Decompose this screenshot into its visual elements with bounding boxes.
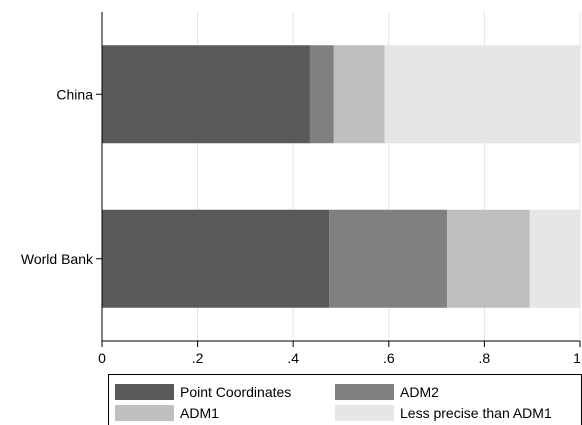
x-tick-label: .2: [192, 350, 204, 366]
legend-label-point-coordinates: Point Coordinates: [180, 384, 292, 400]
bar-china-adm2: [309, 45, 334, 144]
legend: Point Coordinates ADM2 ADM1 Less precise…: [108, 374, 582, 425]
bar-segments: [102, 45, 580, 308]
bar-china-point-coordinates: [102, 45, 310, 144]
legend-item-adm1: ADM1: [115, 404, 219, 422]
stacked-bar-chart: China World Bank 0 .2 .4 .6 .8 1: [21, 12, 581, 366]
x-tick-label: .4: [287, 350, 299, 366]
legend-label-less-precise: Less precise than ADM1: [400, 405, 552, 421]
legend-item-adm2: ADM2: [335, 383, 439, 401]
bar-world-bank-adm1: [447, 209, 530, 308]
x-tick-label: .8: [479, 350, 491, 366]
y-tick-label-china: China: [56, 86, 93, 102]
legend-swatch-less-precise: [335, 405, 394, 421]
legend-swatch-adm1: [115, 405, 174, 421]
y-tick-labels: China World Bank: [21, 86, 102, 267]
x-tick-label: .6: [383, 350, 395, 366]
bar-world-bank-less-precise-than-adm1: [529, 209, 580, 308]
legend-item-point-coordinates: Point Coordinates: [115, 383, 291, 401]
x-tick-label: 0: [98, 350, 106, 366]
bar-world-bank-point-coordinates: [102, 209, 330, 308]
y-tick-label-world-bank: World Bank: [21, 251, 94, 267]
bar-china-less-precise-than-adm1: [384, 45, 580, 144]
x-tick-label: 1: [573, 350, 581, 366]
legend-label-adm2: ADM2: [400, 384, 439, 400]
legend-label-adm1: ADM1: [180, 405, 219, 421]
legend-swatch-point-coordinates: [115, 384, 174, 400]
legend-swatch-adm2: [335, 384, 394, 400]
x-tick-labels: 0 .2 .4 .6 .8 1: [98, 341, 581, 366]
legend-item-less-precise: Less precise than ADM1: [335, 404, 552, 422]
bar-china-adm1: [333, 45, 385, 144]
bar-world-bank-adm2: [329, 209, 448, 308]
plot-frame: [101, 12, 580, 342]
